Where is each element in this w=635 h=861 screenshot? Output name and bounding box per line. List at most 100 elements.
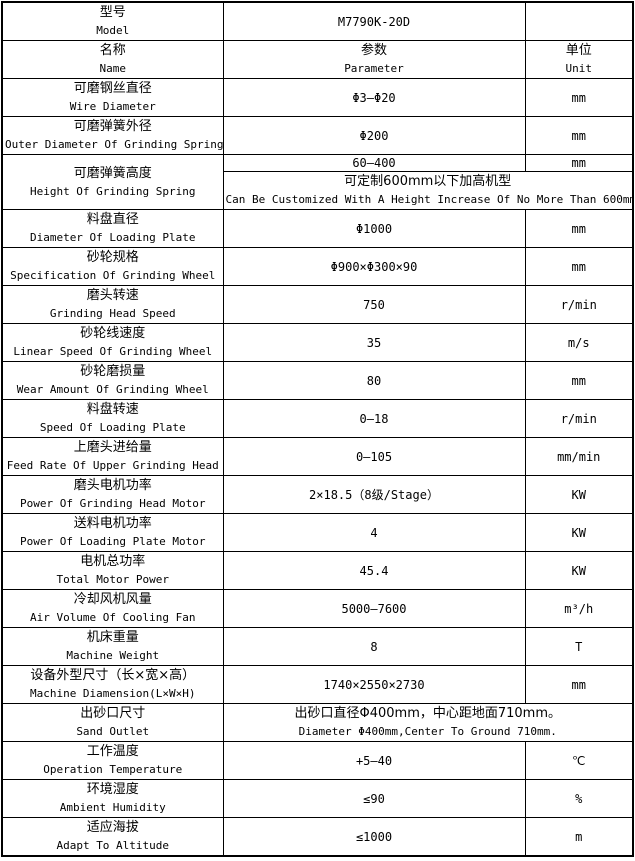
spring-height-row: 可磨弹簧高度 Height Of Grinding Spring 60—400 …	[1, 154, 634, 210]
spec-value-cell: 5000—7600	[222, 589, 526, 628]
spec-value-cell: 0—18	[222, 399, 526, 438]
spec-name-cell: 冷却风机风量 Air Volume Of Cooling Fan	[1, 589, 224, 628]
table-row: 可磨钢丝直径 Wire Diameter Φ3—Φ20 mm	[1, 78, 634, 117]
spec-name-cell: 电机总功率 Total Motor Power	[1, 551, 224, 590]
spring-height-note-row: 可定制600mm以下加高机型 Can Be Customized With A …	[2, 171, 634, 210]
spec-unit-cell: ℃	[524, 741, 634, 780]
spec-name-en: Diameter Of Loading Plate	[29, 231, 196, 244]
spec-name-cell: 可磨钢丝直径 Wire Diameter	[1, 78, 224, 117]
spec-name-zh: 可磨钢丝直径	[73, 81, 152, 96]
spec-name-cell: 机床重量 Machine Weight	[1, 627, 224, 666]
spec-value-cell: 0—105	[222, 437, 526, 476]
spec-name-en: Power Of Loading Plate Motor	[20, 535, 206, 548]
spec-unit-cell: %	[524, 779, 634, 818]
spec-unit-cell: mm	[524, 361, 634, 400]
spec-unit-cell: r/min	[524, 285, 634, 324]
spec-name-cell: 砂轮规格 Specification Of Grinding Wheel	[1, 247, 224, 286]
spec-unit-cell: mm	[524, 116, 634, 155]
header-name-en: Name	[99, 62, 127, 75]
spec-value-cell: 35	[222, 323, 526, 362]
spec-unit-cell: KW	[524, 475, 634, 514]
table-row: 冷却风机风量 Air Volume Of Cooling Fan 5000—76…	[1, 589, 634, 628]
spec-value-cell: 750	[222, 285, 526, 324]
spec-unit-cell: mm	[524, 665, 634, 704]
spring-height-note-en: Can Be Customized With A Height Increase…	[225, 193, 633, 206]
header-parameter-zh: 参数	[360, 43, 387, 58]
spec-name-zh: 送料电机功率	[73, 516, 152, 531]
spec-name-zh: 可磨弹簧外径	[73, 119, 152, 134]
table-row: 机床重量 Machine Weight 8 T	[1, 627, 634, 666]
model-row: 型号 Model M7790K-20D	[1, 1, 634, 41]
spec-name-zh: 砂轮规格	[86, 250, 139, 265]
table-row: 砂轮线速度 Linear Speed Of Grinding Wheel 35 …	[1, 323, 634, 362]
spec-name-zh: 适应海拔	[86, 820, 139, 835]
table-row: 工作温度 Operation Temperature +5—40 ℃	[1, 741, 634, 780]
spec-name-en: Machine Weight	[66, 649, 160, 662]
spec-name-cell: 设备外型尺寸（长×宽×高） Machine Diamension(L×W×H)	[1, 665, 224, 704]
sand-outlet-desc-cell: 出砂口直径Φ400mm，中心距地面710mm。 Diameter Φ400mm,…	[222, 703, 634, 742]
table-row: 可磨弹簧外径 Outer Diameter Of Grinding Spring…	[1, 116, 634, 155]
spec-name-zh: 磨头电机功率	[73, 478, 152, 493]
sand-outlet-name-cell: 出砂口尺寸 Sand Outlet	[1, 703, 224, 742]
spec-name-zh: 可磨弹簧高度	[73, 165, 152, 181]
spec-value-cell: Φ3—Φ20	[222, 78, 526, 117]
spec-value-cell: Φ1000	[222, 209, 526, 248]
header-unit-en: Unit	[565, 62, 593, 75]
spec-name-cell: 料盘转速 Speed Of Loading Plate	[1, 399, 224, 438]
spec-unit-cell: m	[524, 817, 634, 857]
spec-name-en: Total Motor Power	[56, 573, 170, 586]
header-unit-cell: 单位 Unit	[524, 40, 634, 79]
spec-unit-cell: KW	[524, 513, 634, 552]
spec-name-cell: 可磨弹簧外径 Outer Diameter Of Grinding Spring	[1, 116, 224, 155]
spec-name-cell: 砂轮磨损量 Wear Amount Of Grinding Wheel	[1, 361, 224, 400]
spec-name-en: Power Of Grinding Head Motor	[20, 497, 206, 510]
spec-name-en: Sand Outlet	[76, 725, 150, 738]
spec-value-cell: 1740×2550×2730	[222, 665, 526, 704]
spec-value-cell: 4	[222, 513, 526, 552]
spec-name-zh: 砂轮磨损量	[80, 364, 146, 379]
spec-name-cell: 磨头电机功率 Power Of Grinding Head Motor	[1, 475, 224, 514]
table-row: 电机总功率 Total Motor Power 45.4 KW	[1, 551, 634, 590]
spring-height-range-cell: 60—400	[222, 154, 526, 172]
spring-height-note-cell: 可定制600mm以下加高机型 Can Be Customized With A …	[222, 171, 634, 210]
spec-name-zh: 工作温度	[86, 744, 139, 759]
spec-name-zh: 上磨头进给量	[73, 440, 152, 455]
model-label-zh: 型号	[99, 5, 126, 20]
spec-unit-cell: mm	[524, 78, 634, 117]
spec-name-cell: 砂轮线速度 Linear Speed Of Grinding Wheel	[1, 323, 224, 362]
spec-name-zh: 电机总功率	[80, 554, 146, 569]
spec-name-zh: 出砂口尺寸	[80, 706, 146, 721]
spec-name-zh: 料盘直径	[86, 212, 139, 227]
table-row: 设备外型尺寸（长×宽×高） Machine Diamension(L×W×H) …	[1, 665, 634, 704]
table-row: 料盘转速 Speed Of Loading Plate 0—18 r/min	[1, 399, 634, 438]
model-value-cell: M7790K-20D	[222, 1, 526, 41]
sand-outlet-row: 出砂口尺寸 Sand Outlet 出砂口直径Φ400mm，中心距地面710mm…	[1, 703, 634, 742]
spec-name-cell: 磨头转速 Grinding Head Speed	[1, 285, 224, 324]
spec-unit-cell: m/s	[524, 323, 634, 362]
spec-value-cell: ≤1000	[222, 817, 526, 857]
model-unit-cell-empty	[524, 1, 634, 41]
spec-unit-cell: r/min	[524, 399, 634, 438]
spec-value-cell: 45.4	[222, 551, 526, 590]
table-row: 适应海拔 Adapt To Altitude ≤1000 m	[1, 817, 634, 857]
model-label-en: Model	[96, 24, 130, 37]
header-name-cell: 名称 Name	[1, 40, 224, 79]
spec-name-en: Feed Rate Of Upper Grinding Head	[6, 459, 219, 472]
spec-unit-cell: mm	[524, 209, 634, 248]
spec-name-en: Outer Diameter Of Grinding Spring	[5, 138, 223, 151]
spec-name-en: Operation Temperature	[43, 763, 183, 776]
spec-name-zh: 环境湿度	[86, 782, 139, 797]
spec-name-cell: 上磨头进给量 Feed Rate Of Upper Grinding Head	[1, 437, 224, 476]
spec-name-en: Specification Of Grinding Wheel	[10, 269, 216, 282]
table-row: 砂轮磨损量 Wear Amount Of Grinding Wheel 80 m…	[1, 361, 634, 400]
table-row: 送料电机功率 Power Of Loading Plate Motor 4 KW	[1, 513, 634, 552]
table-row: 上磨头进给量 Feed Rate Of Upper Grinding Head …	[1, 437, 634, 476]
header-name-zh: 名称	[99, 43, 126, 58]
spec-name-zh: 设备外型尺寸（长×宽×高）	[30, 668, 196, 683]
header-parameter-cell: 参数 Parameter	[222, 40, 526, 79]
spec-value-cell: +5—40	[222, 741, 526, 780]
spec-value-cell: Φ200	[222, 116, 526, 155]
table-row: 磨头电机功率 Power Of Grinding Head Motor 2×18…	[1, 475, 634, 514]
spec-name-zh: 冷却风机风量	[73, 592, 152, 607]
